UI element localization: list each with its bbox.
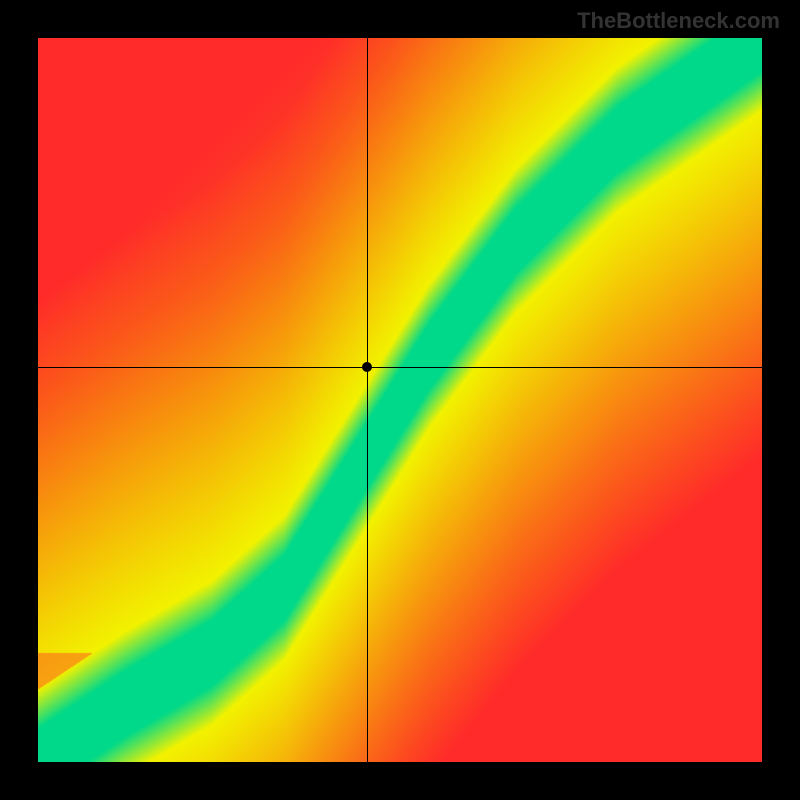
crosshair-horizontal [38,367,762,368]
crosshair-marker [362,362,372,372]
heatmap-canvas [38,38,762,762]
crosshair-vertical [367,38,368,762]
watermark-text: TheBottleneck.com [577,8,780,34]
plot-area [38,38,762,762]
